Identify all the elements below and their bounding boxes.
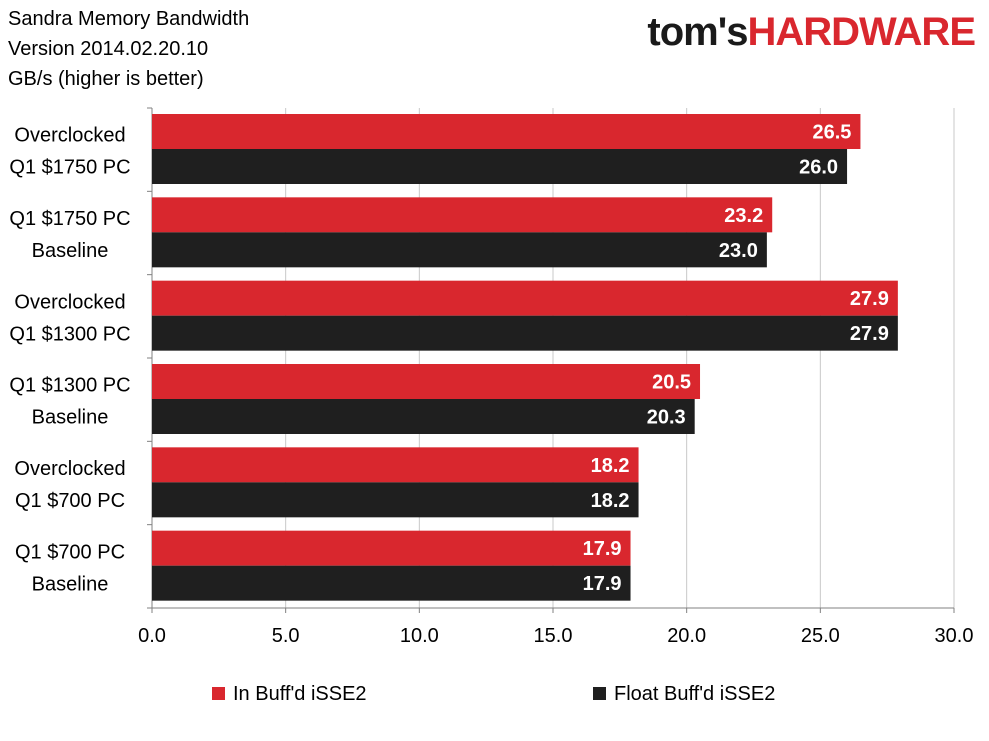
category-label: Q1 $1750 PC [9, 208, 130, 230]
x-tick-label: 20.0 [667, 625, 706, 647]
bar [152, 280, 898, 316]
data-label: 18.2 [591, 455, 630, 477]
data-label: 27.9 [850, 288, 889, 310]
category-label: Q1 $700 PC [15, 541, 125, 563]
data-label: 27.9 [850, 323, 889, 345]
x-tick-label: 10.0 [400, 625, 439, 647]
data-label: 18.2 [591, 490, 630, 512]
category-label: Overclocked [14, 458, 125, 480]
chart-title: Sandra Memory Bandwidth [8, 8, 250, 30]
bar [152, 232, 767, 268]
legend-label: In Buff'd iSSE2 [233, 683, 367, 705]
category-label: Overclocked [14, 125, 125, 147]
data-label: 23.0 [719, 240, 758, 262]
data-label: 17.9 [583, 573, 622, 595]
category-label: Q1 $1300 PC [9, 375, 130, 397]
bar [152, 149, 848, 184]
data-label: 20.3 [647, 407, 686, 429]
x-tick-label: 5.0 [272, 625, 300, 647]
x-tick-label: 30.0 [935, 625, 974, 647]
legend-swatch [593, 687, 606, 700]
category-label: Overclocked [14, 291, 125, 313]
logo-text-toms: tom's [647, 10, 748, 54]
bar [152, 530, 631, 566]
bar [152, 482, 639, 518]
data-label: 17.9 [583, 538, 622, 560]
category-label: Q1 $1300 PC [9, 323, 130, 345]
bar [152, 114, 861, 149]
category-label: Q1 $1750 PC [9, 157, 130, 179]
data-label: 26.0 [799, 157, 838, 179]
bar [152, 315, 898, 351]
category-label: Baseline [32, 240, 109, 262]
x-tick-label: 25.0 [801, 625, 840, 647]
legend-label: Float Buff'd iSSE2 [614, 683, 775, 705]
chart-units: GB/s (higher is better) [8, 68, 204, 90]
data-label: 20.5 [652, 372, 691, 394]
data-label: 23.2 [724, 205, 763, 227]
bar [152, 565, 631, 601]
bar [152, 399, 695, 434]
x-tick-label: 15.0 [534, 625, 573, 647]
data-label: 26.5 [812, 122, 851, 144]
bar [152, 197, 773, 233]
brand-logo: tom'sHARDWARE [647, 10, 976, 55]
legend-swatch [212, 687, 225, 700]
x-tick-label: 0.0 [138, 625, 166, 647]
category-label: Baseline [32, 407, 109, 429]
category-label: Q1 $700 PC [15, 490, 125, 512]
chart-version: Version 2014.02.20.10 [8, 38, 209, 60]
logo-text-hardware: HARDWARE [747, 10, 976, 54]
bar [152, 447, 639, 483]
category-label: Baseline [32, 573, 109, 595]
bar [152, 364, 701, 399]
